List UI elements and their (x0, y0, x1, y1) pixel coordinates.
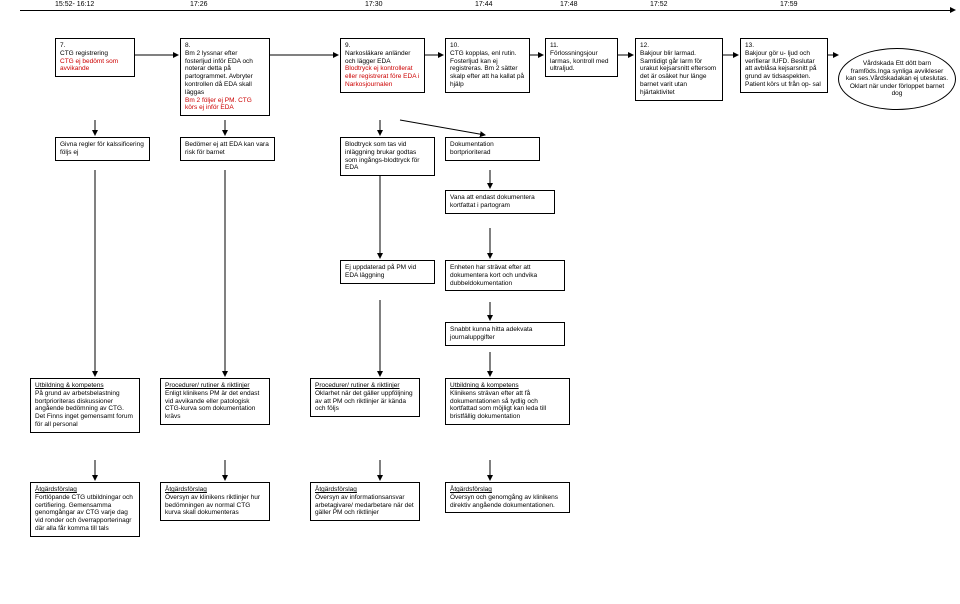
r7-c: Åtgärdsförslag Översyn av informationsan… (310, 482, 420, 521)
timeline-label: 17:52 (650, 1, 668, 8)
node-7: 7. CTG registrering CTG ej bedömt som av… (55, 38, 135, 77)
r6-c: Procedurer/ rutiner & riktlinjer Oklarhe… (310, 378, 420, 417)
node-13: 13. Bakjour gör u- ljud och verifierar I… (740, 38, 828, 93)
timeline-label: 17:59 (780, 1, 798, 8)
timeline: 15:52- 16:12 17:26 17:30 17:44 17:48 17:52 17:… (0, 0, 960, 14)
r5-d: Snabbt kunna hitta adekvata journaluppgi… (445, 322, 565, 346)
node-12: 12. Bakjour blir larmad. Samtidigt går l… (635, 38, 723, 101)
text: Bakjour gör u- ljud och verifierar IUFD.… (745, 50, 821, 88)
text: Bakjour blir larmad. Samtidigt går larm … (640, 50, 716, 96)
red-text: Blodtryck ej kontrollerat eller registre… (345, 65, 419, 88)
num: 11. (550, 42, 559, 49)
text: Förlossningsjour larmas, kontroll med ul… (550, 50, 609, 73)
node-11: 11. Förlossningsjour larmas, kontroll me… (545, 38, 618, 77)
r2-c: Blodtryck som tas vid inläggning brukar … (340, 137, 435, 176)
text: Bm 2 lyssnar efter fosterljud inför EDA … (185, 50, 253, 96)
red-text: Bm 2 följer ej PM. CTG körs ej inför EDA (185, 97, 252, 112)
num: 8. (185, 42, 190, 49)
red-text: CTG ej bedömt som avvikande (60, 58, 118, 73)
timeline-axis (20, 10, 950, 11)
r6-b: Procedurer/ rutiner & riktlinjer Enligt … (160, 378, 270, 425)
r7-d: Åtgärdsförslag Översyn och genomgång av … (445, 482, 570, 513)
r4-c: Ej uppdaterad på PM vid EDA läggning (340, 260, 435, 284)
timeline-label: 17:30 (365, 1, 383, 8)
timeline-label: 17:44 (475, 1, 493, 8)
r2-d: Dokumentation bortprioriterad (445, 137, 540, 161)
node-10: 10. CTG kopplas, enl rutin. Fosterljud k… (445, 38, 530, 93)
r2-b: Bedömer ej att EDA kan vara risk för bar… (180, 137, 275, 161)
num: 13. (745, 42, 754, 49)
num: 12. (640, 42, 649, 49)
timeline-label: 17:48 (560, 1, 578, 8)
r4-d: Enheten har strävat efter att dokumenter… (445, 260, 565, 291)
text: CTG kopplas, enl rutin. Fosterljud kan e… (450, 50, 524, 88)
timeline-label: 17:26 (190, 1, 208, 8)
r3-d: Vana att endast dokumentera kortfattat i… (445, 190, 555, 214)
r2-a: Givna regler för kalssificering följs ej (55, 137, 150, 161)
r6-d: Utbildning & kompetens Klinikens strävan… (445, 378, 570, 425)
r7-a: Åtgärdsförslag Fortlöpande CTG utbildnin… (30, 482, 140, 537)
text: CTG registrering (60, 50, 108, 57)
num: 10. (450, 42, 459, 49)
timeline-label: 15:52- 16:12 (55, 1, 94, 8)
num: 9. (345, 42, 350, 49)
node-9: 9. Narkosläkare anländer och lägger EDA … (340, 38, 425, 93)
r7-b: Åtgärdsförslag Översyn av klinikens rikt… (160, 482, 270, 521)
r6-a: Utbildning & kompetens På grund av arbet… (30, 378, 140, 433)
num: 7. (60, 42, 65, 49)
outcome-ellipse: Vårdskada Ett dött barn framföds.Inga sy… (838, 48, 956, 110)
text: Narkosläkare anländer och lägger EDA (345, 50, 410, 65)
node-8: 8. Bm 2 lyssnar efter fosterljud inför E… (180, 38, 270, 116)
outcome-text: Vårdskada Ett dött barn framföds.Inga sy… (845, 60, 949, 97)
